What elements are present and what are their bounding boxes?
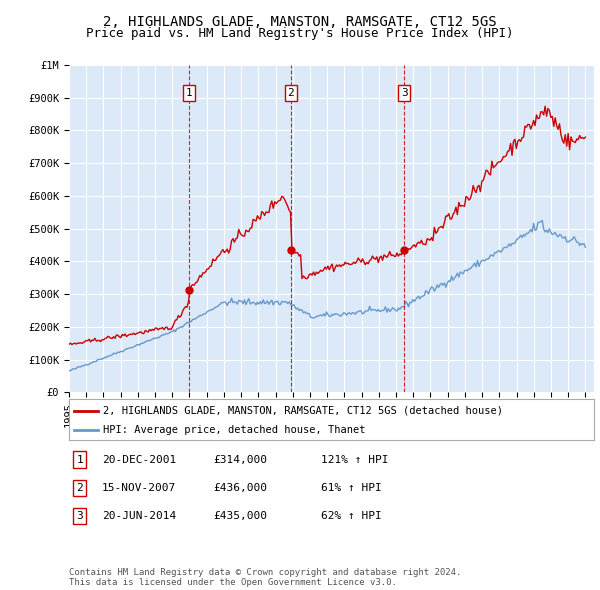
Text: 3: 3 [401, 88, 407, 98]
Text: 61% ↑ HPI: 61% ↑ HPI [321, 483, 382, 493]
Text: HPI: Average price, detached house, Thanet: HPI: Average price, detached house, Than… [103, 425, 365, 434]
Text: 2: 2 [287, 88, 294, 98]
Text: £314,000: £314,000 [213, 455, 267, 464]
Text: £435,000: £435,000 [213, 512, 267, 521]
Text: 2: 2 [76, 483, 83, 493]
Text: 1: 1 [76, 455, 83, 464]
Text: 15-NOV-2007: 15-NOV-2007 [102, 483, 176, 493]
Text: 2, HIGHLANDS GLADE, MANSTON, RAMSGATE, CT12 5GS: 2, HIGHLANDS GLADE, MANSTON, RAMSGATE, C… [103, 15, 497, 29]
Text: Contains HM Land Registry data © Crown copyright and database right 2024.
This d: Contains HM Land Registry data © Crown c… [69, 568, 461, 587]
Text: £436,000: £436,000 [213, 483, 267, 493]
Text: 1: 1 [185, 88, 193, 98]
Text: 20-JUN-2014: 20-JUN-2014 [102, 512, 176, 521]
Text: Price paid vs. HM Land Registry's House Price Index (HPI): Price paid vs. HM Land Registry's House … [86, 27, 514, 40]
Text: 20-DEC-2001: 20-DEC-2001 [102, 455, 176, 464]
Text: 121% ↑ HPI: 121% ↑ HPI [321, 455, 389, 464]
Text: 3: 3 [76, 512, 83, 521]
Text: 2, HIGHLANDS GLADE, MANSTON, RAMSGATE, CT12 5GS (detached house): 2, HIGHLANDS GLADE, MANSTON, RAMSGATE, C… [103, 406, 503, 416]
Text: 62% ↑ HPI: 62% ↑ HPI [321, 512, 382, 521]
